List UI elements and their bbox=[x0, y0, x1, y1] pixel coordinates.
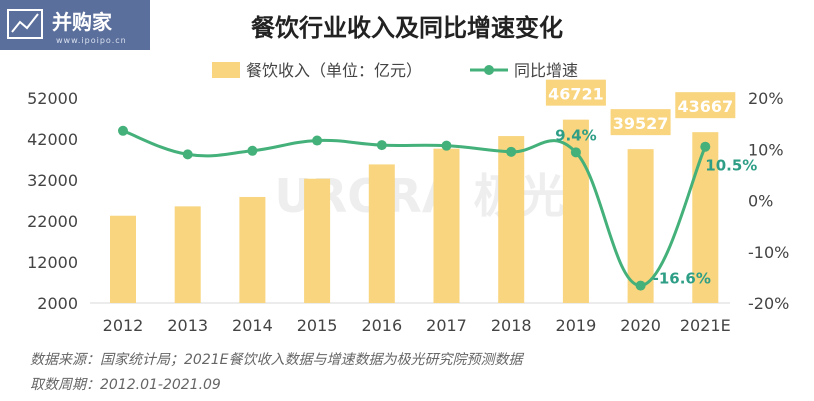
bar-label-box bbox=[545, 79, 606, 106]
line-value-label: -16.6% bbox=[653, 270, 711, 288]
x-tick-label: 2020 bbox=[620, 316, 661, 335]
x-tick-label: 2015 bbox=[297, 316, 338, 335]
left-tick-label: 32000 bbox=[27, 171, 78, 190]
legend-swatch-bar bbox=[212, 62, 240, 78]
x-tick-label: 2019 bbox=[556, 316, 597, 335]
bar bbox=[174, 206, 201, 303]
bar-value-label: 43667 bbox=[677, 97, 733, 116]
logo-url: www.ipoipo.cn bbox=[56, 36, 127, 45]
legend-label-bar: 餐饮收入（单位：亿元） bbox=[246, 61, 422, 80]
bar-label-box bbox=[610, 109, 671, 136]
left-tick-label: 12000 bbox=[27, 253, 78, 272]
right-tick-label: 10% bbox=[748, 140, 784, 159]
logo: 并购家 www.ipoipo.cn bbox=[0, 0, 150, 50]
x-tick-label: 2021E bbox=[680, 316, 731, 335]
growth-point bbox=[247, 145, 258, 156]
growth-point bbox=[376, 140, 387, 151]
bar bbox=[433, 148, 460, 303]
bar bbox=[498, 136, 525, 303]
right-tick-label: 20% bbox=[748, 89, 784, 108]
growth-point bbox=[700, 141, 711, 152]
bar bbox=[239, 196, 266, 303]
left-tick-label: 52000 bbox=[27, 89, 78, 108]
x-tick-label: 2012 bbox=[103, 316, 144, 335]
bar bbox=[110, 215, 136, 303]
logo-brand: 并购家 bbox=[52, 10, 112, 34]
bar bbox=[368, 164, 395, 303]
left-tick-label: 42000 bbox=[27, 130, 78, 149]
bar bbox=[304, 178, 331, 303]
growth-point bbox=[312, 135, 323, 146]
growth-point bbox=[441, 140, 452, 151]
bar-value-label: 39527 bbox=[613, 114, 669, 133]
x-tick-label: 2018 bbox=[491, 316, 532, 335]
growth-point bbox=[118, 125, 128, 136]
source-note: 数据来源：国家统计局；2021E餐饮收入数据与增速数据为极光研究院预测数据 bbox=[30, 352, 523, 368]
growth-point bbox=[506, 146, 517, 157]
bar bbox=[692, 132, 719, 303]
legend-swatch-point bbox=[484, 65, 494, 75]
x-tick-label: 2017 bbox=[426, 316, 467, 335]
line-value-label: 9.4% bbox=[555, 126, 597, 144]
left-tick-label: 22000 bbox=[27, 212, 78, 231]
right-tick-label: 0% bbox=[748, 192, 773, 211]
x-tick-label: 2013 bbox=[167, 316, 208, 335]
bar-value-label: 46721 bbox=[548, 85, 604, 104]
legend-label-line: 同比增速 bbox=[514, 61, 578, 80]
right-tick-label: -20% bbox=[748, 294, 789, 313]
period-note: 取数周期：2012.01-2021.09 bbox=[30, 377, 221, 393]
growth-point bbox=[182, 149, 193, 160]
x-tick-label: 2014 bbox=[232, 316, 273, 335]
chart-logo-icon bbox=[7, 9, 43, 39]
bar-label-box bbox=[675, 92, 736, 119]
line-value-label: 10.5% bbox=[705, 157, 757, 175]
chart-title: 餐饮行业收入及同比增速变化 bbox=[251, 14, 563, 42]
bar bbox=[562, 119, 589, 304]
right-tick-label: -10% bbox=[748, 243, 789, 262]
growth-point bbox=[635, 280, 646, 291]
growth-point bbox=[570, 147, 581, 158]
x-tick-label: 2016 bbox=[361, 316, 402, 335]
left-tick-label: 2000 bbox=[37, 294, 78, 313]
bar bbox=[627, 149, 654, 303]
